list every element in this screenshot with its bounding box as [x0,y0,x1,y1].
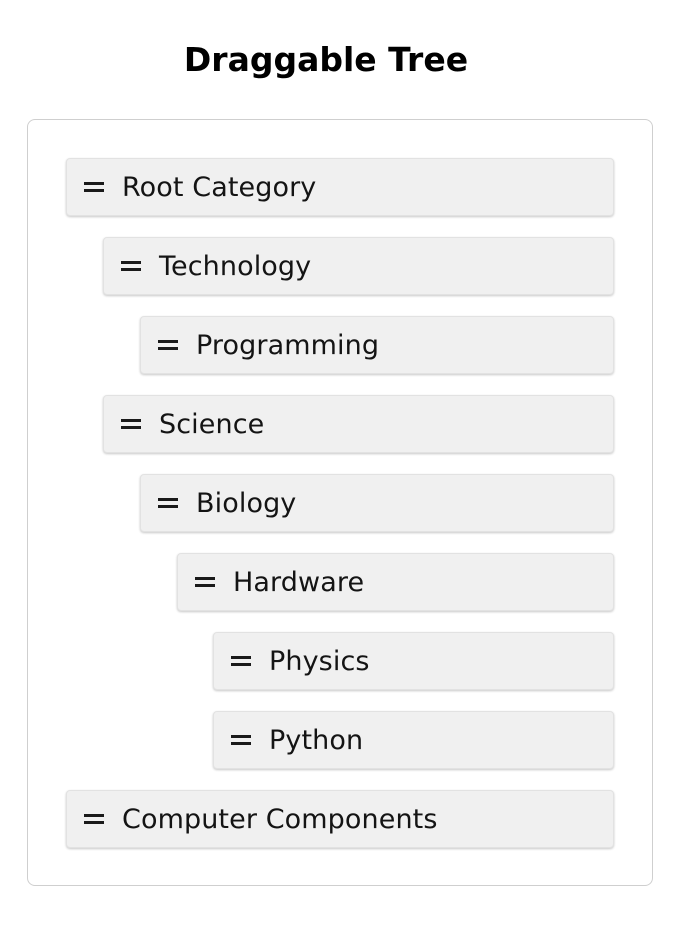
tree-item-label: Physics [269,645,370,677]
drag-handle-icon[interactable] [121,260,141,272]
drag-handle-icon[interactable] [84,181,104,193]
tree-item-label: Root Category [122,171,317,203]
tree-list: Root Category Technology Programming Sci… [28,120,652,885]
drag-handle-icon[interactable] [195,576,215,588]
tree-item-label: Python [269,724,364,756]
drag-handle-icon[interactable] [231,734,251,746]
tree-item-biology[interactable]: Biology [140,474,614,532]
drag-handle-icon[interactable] [121,418,141,430]
page-title: Draggable Tree [183,40,469,79]
tree-item-programming[interactable]: Programming [140,316,614,374]
tree-item-science[interactable]: Science [103,395,614,453]
drag-handle-icon[interactable] [231,655,251,667]
tree-item-label: Computer Components [122,803,438,835]
tree-item-root-category[interactable]: Root Category [66,158,614,216]
drag-handle-icon[interactable] [158,497,178,509]
tree-item-label: Science [159,408,265,440]
tree-item-computer-components[interactable]: Computer Components [66,790,614,848]
tree-item-label: Programming [196,329,380,361]
tree-item-python[interactable]: Python [213,711,614,769]
tree-item-label: Hardware [233,566,365,598]
tree-item-label: Technology [159,250,312,282]
tree-item-technology[interactable]: Technology [103,237,614,295]
tree-item-physics[interactable]: Physics [213,632,614,690]
tree-item-label: Biology [196,487,297,519]
tree-item-hardware[interactable]: Hardware [177,553,614,611]
drag-handle-icon[interactable] [158,339,178,351]
drag-handle-icon[interactable] [84,813,104,825]
tree-container: Root Category Technology Programming Sci… [27,119,653,886]
